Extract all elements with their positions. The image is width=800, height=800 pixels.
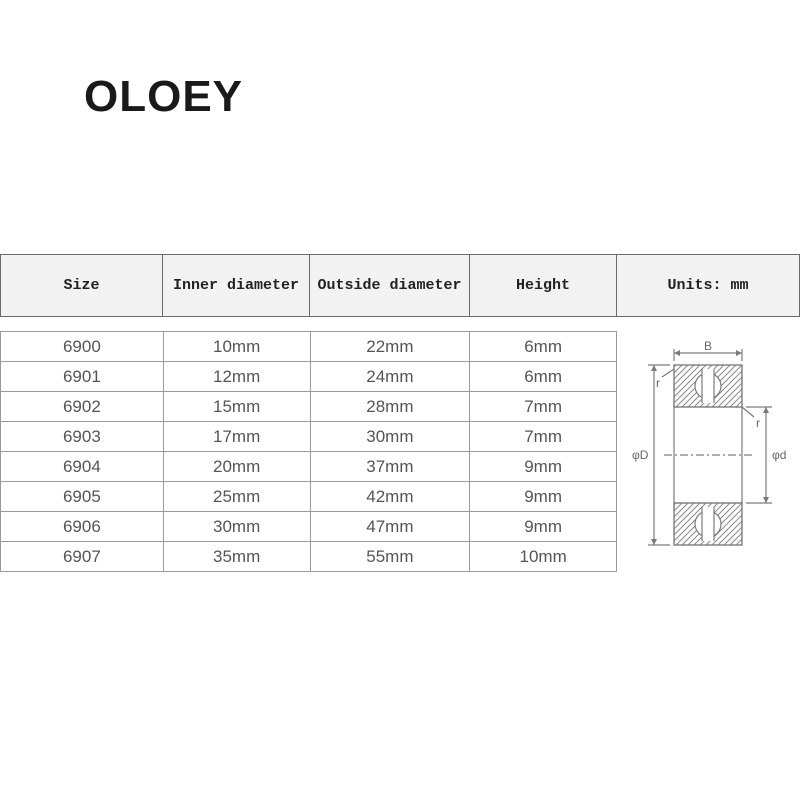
cell-height: 10mm [470, 542, 617, 572]
cell-inner: 15mm [164, 392, 311, 422]
table-row: 690735mm55mm10mm [1, 542, 617, 572]
data-grid: 690010mm22mm6mm690112mm24mm6mm690215mm28… [0, 331, 617, 572]
cell-outer: 37mm [311, 452, 471, 482]
cell-inner: 35mm [164, 542, 311, 572]
bearing-svg: B φD φd r r [624, 339, 794, 559]
col-header-height: Height [470, 255, 617, 316]
cell-height: 9mm [470, 512, 617, 542]
table-row: 690630mm47mm9mm [1, 512, 617, 542]
cell-inner: 30mm [164, 512, 311, 542]
cell-size: 6901 [1, 362, 164, 392]
cell-size: 6906 [1, 512, 164, 542]
cell-height: 6mm [470, 362, 617, 392]
col-header-units: Units: mm [617, 255, 800, 316]
table-row: 690112mm24mm6mm [1, 362, 617, 392]
dim-label-B: B [704, 339, 712, 353]
cell-outer: 47mm [311, 512, 471, 542]
cell-outer: 28mm [311, 392, 471, 422]
table-row: 690420mm37mm9mm [1, 452, 617, 482]
cell-size: 6903 [1, 422, 164, 452]
cell-outer: 30mm [311, 422, 471, 452]
cell-size: 6904 [1, 452, 164, 482]
cell-size: 6900 [1, 332, 164, 362]
col-header-outer: Outside diameter [310, 255, 470, 316]
dim-label-r1: r [656, 376, 660, 390]
cell-size: 6902 [1, 392, 164, 422]
table-row: 690215mm28mm7mm [1, 392, 617, 422]
cell-outer: 22mm [311, 332, 471, 362]
cell-inner: 20mm [164, 452, 311, 482]
dim-label-D: φD [632, 448, 649, 462]
spec-sheet: Size Inner diameter Outside diameter Hei… [0, 254, 800, 572]
dim-label-r2: r [756, 416, 760, 430]
cell-size: 6907 [1, 542, 164, 572]
table-row: 690010mm22mm6mm [1, 332, 617, 362]
table-row: 690317mm30mm7mm [1, 422, 617, 452]
cell-height: 9mm [470, 452, 617, 482]
cell-height: 7mm [470, 392, 617, 422]
bearing-diagram: B φD φd r r [617, 331, 800, 572]
cell-height: 7mm [470, 422, 617, 452]
cell-inner: 10mm [164, 332, 311, 362]
dim-label-d: φd [772, 448, 786, 462]
table-header-row: Size Inner diameter Outside diameter Hei… [0, 254, 800, 317]
cell-outer: 42mm [311, 482, 471, 512]
cell-inner: 25mm [164, 482, 311, 512]
table-body-wrap: 690010mm22mm6mm690112mm24mm6mm690215mm28… [0, 331, 800, 572]
cell-inner: 17mm [164, 422, 311, 452]
table-row: 690525mm42mm9mm [1, 482, 617, 512]
cell-size: 6905 [1, 482, 164, 512]
col-header-inner: Inner diameter [163, 255, 310, 316]
cell-outer: 24mm [311, 362, 471, 392]
cell-inner: 12mm [164, 362, 311, 392]
brand-title: OLOEY [0, 0, 800, 122]
cell-height: 6mm [470, 332, 617, 362]
cell-outer: 55mm [311, 542, 471, 572]
cell-height: 9mm [470, 482, 617, 512]
col-header-size: Size [0, 255, 163, 316]
